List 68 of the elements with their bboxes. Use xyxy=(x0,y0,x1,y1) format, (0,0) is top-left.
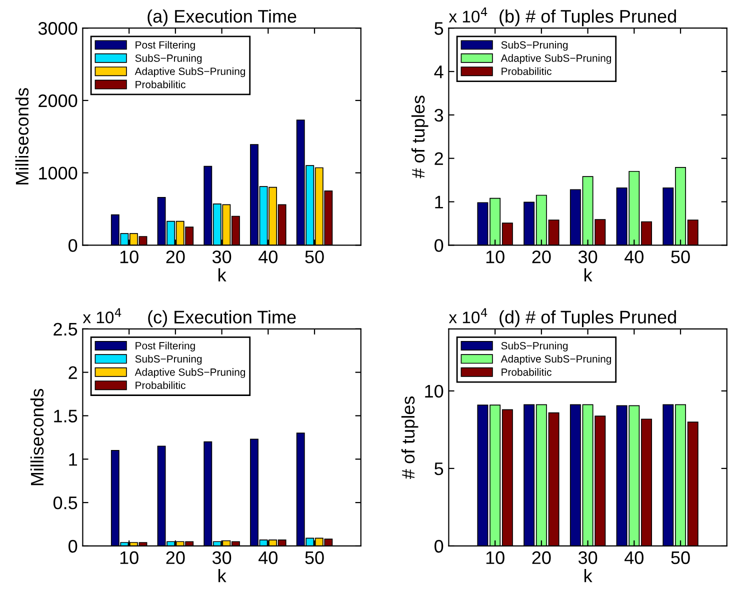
y-tick-label: 5 xyxy=(434,462,444,476)
y-axis-title: # of tuples xyxy=(401,396,418,480)
y-tick-label: 3000 xyxy=(38,22,78,35)
y-tick-label: 2000 xyxy=(38,94,78,108)
y-axis-title: Milliseconds xyxy=(15,88,29,184)
x-tick-label: 20 xyxy=(532,250,551,264)
y-axis-title: Milliseconds xyxy=(30,388,44,486)
legend-label: SubS−Pruning xyxy=(501,40,568,51)
y-tick-label: 2 xyxy=(434,152,443,165)
legend-label: Adaptive SubS−Pruning xyxy=(134,368,246,378)
legend-label: Post Filtering xyxy=(136,40,195,51)
y-axis-title: # of tuples xyxy=(411,96,428,178)
y-tick-label: 4 xyxy=(434,66,444,78)
y-tick-label: 1000 xyxy=(39,166,78,180)
x-tick-label: 10 xyxy=(486,250,504,264)
x-tick-label: 50 xyxy=(671,250,690,264)
x-tick-label: 50 xyxy=(305,250,324,264)
y-tick-label: 0 xyxy=(68,239,78,252)
chart-title: (a) Execution Time xyxy=(148,9,296,26)
x-tick-label: 20 xyxy=(166,551,185,564)
y-tick-label: 3 xyxy=(434,108,444,122)
text: x 10$^{4}$ xyxy=(448,7,488,23)
legend-label: Adaptive SubS−Pruning xyxy=(500,354,612,365)
legend-label: Probabilitic xyxy=(136,80,186,88)
y-tick-label: 2.5 xyxy=(54,322,78,336)
x-axis-title: k xyxy=(584,268,592,282)
y-tick-label: 1 xyxy=(69,453,77,466)
x-tick-label: 30 xyxy=(578,250,598,264)
chart-title: (c) Execution Time xyxy=(148,310,296,328)
text: x 10$^{4}$ xyxy=(448,308,488,324)
x-axis-title: k xyxy=(218,268,226,282)
x-tick-label: 50 xyxy=(305,551,324,564)
legend-label: SubS−Pruning xyxy=(501,342,568,352)
legend-label: Probabilitic xyxy=(502,67,552,76)
x-tick-label: 10 xyxy=(486,551,504,564)
y-tick-label: 5 xyxy=(434,22,444,35)
legend-label: Post Filtering xyxy=(136,342,195,352)
x-axis-title: k xyxy=(218,569,226,582)
y-tick-label: 0 xyxy=(68,540,78,553)
legend-label: Probabilitic xyxy=(136,381,186,390)
y-tick-label: 1 xyxy=(435,196,443,208)
legend-label: SubS−Pruning xyxy=(135,54,202,64)
x-tick-label: 20 xyxy=(532,551,551,564)
x-tick-label: 40 xyxy=(258,250,278,264)
legend-label: Adaptive SubS−Pruning xyxy=(500,54,612,64)
x-tick-label: 40 xyxy=(258,551,278,564)
legend-label: Probabilitic xyxy=(502,368,552,376)
x-tick-label: 30 xyxy=(212,250,232,264)
y-tick-label: 0.5 xyxy=(53,496,78,510)
chart-title: (d) # of Tuples Pruned xyxy=(500,310,676,328)
y-tick-label: 10 xyxy=(425,384,444,398)
y-tick-label: 0 xyxy=(434,540,444,553)
x-tick-label: 50 xyxy=(671,551,690,564)
y-tick-label: 0 xyxy=(434,239,444,252)
x-tick-label: 10 xyxy=(120,250,138,264)
x-tick-label: 40 xyxy=(624,250,644,264)
chart-title: (b) # of Tuples Pruned xyxy=(500,9,676,26)
x-tick-label: 40 xyxy=(624,551,644,564)
x-tick-label: 30 xyxy=(578,551,598,564)
legend-label: SubS−Pruning xyxy=(135,354,202,365)
y-tick-label: 2 xyxy=(68,366,77,379)
text: x 10$^{4}$ xyxy=(82,308,122,324)
x-axis-title: k xyxy=(584,569,592,582)
legend-label: Adaptive SubS−Pruning xyxy=(134,67,246,78)
x-tick-label: 30 xyxy=(212,551,232,564)
x-tick-label: 20 xyxy=(166,250,185,264)
y-tick-label: 1.5 xyxy=(54,410,78,422)
x-tick-label: 10 xyxy=(120,551,138,564)
